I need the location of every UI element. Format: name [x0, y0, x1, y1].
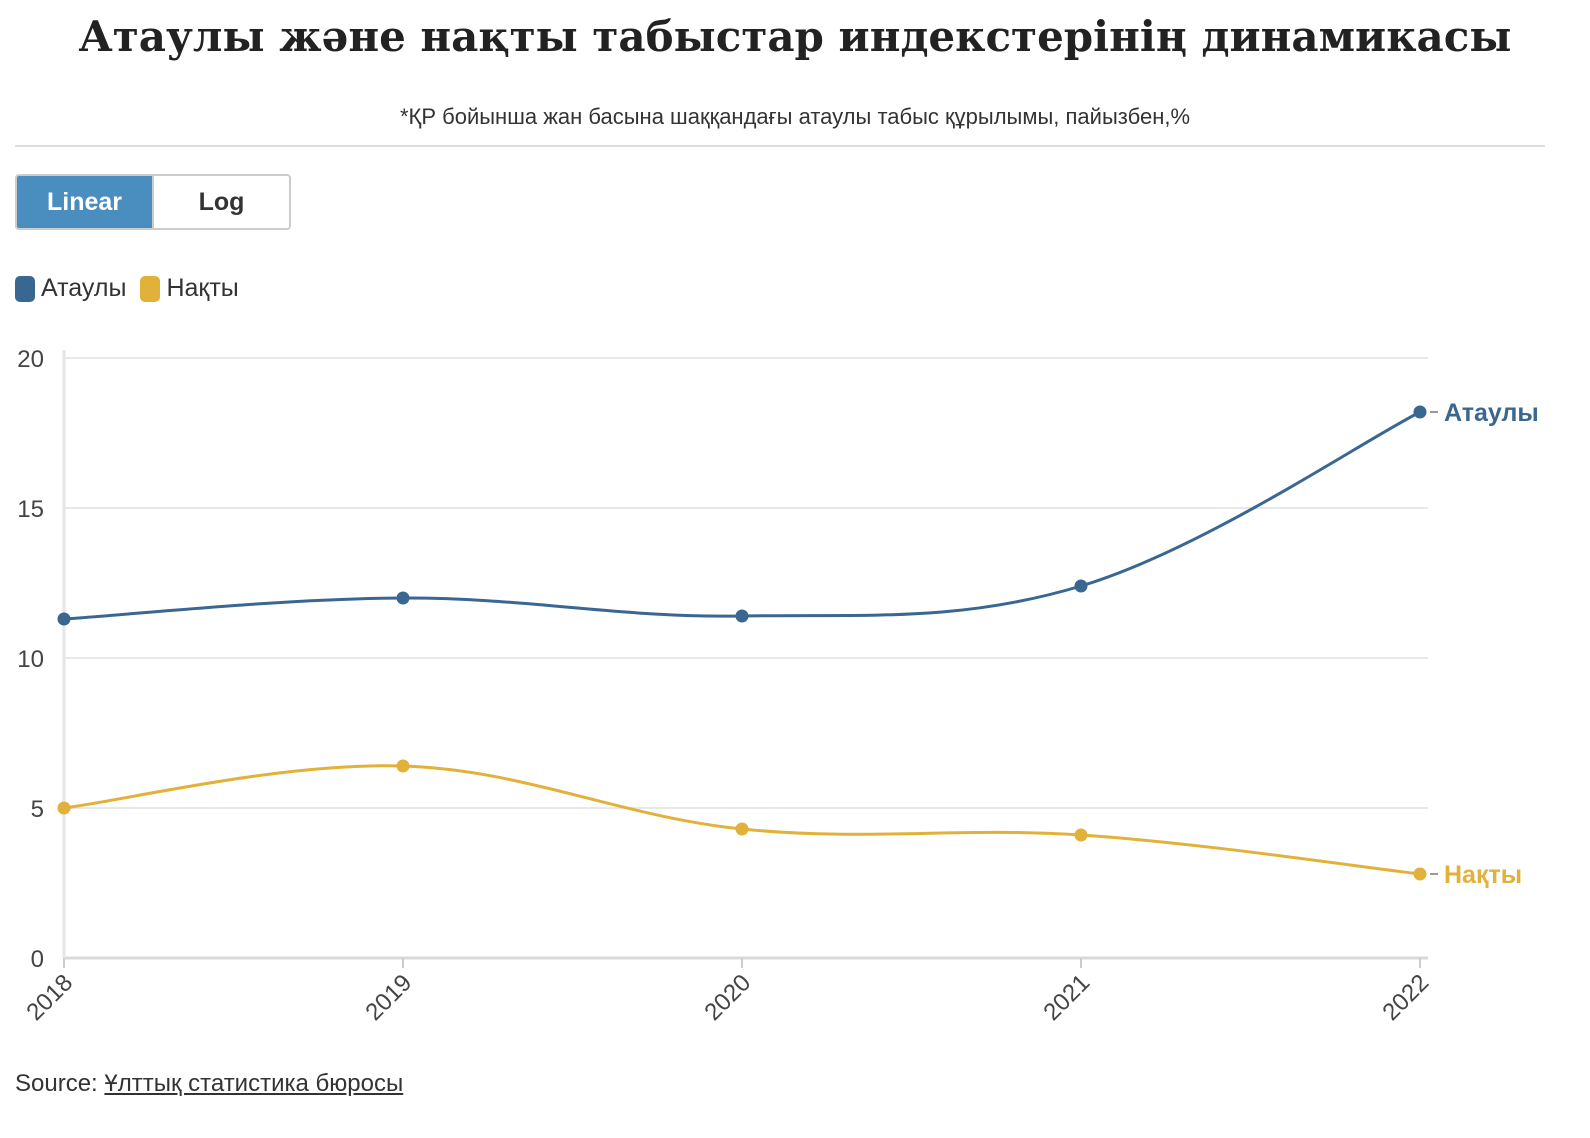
data-point-nakty	[735, 822, 749, 836]
data-point-nakty	[396, 759, 410, 773]
x-tick-label: 2019	[360, 969, 417, 1026]
x-tick-label: 2022	[1377, 969, 1434, 1026]
legend: Атаулы Нақты	[15, 274, 253, 303]
log-scale-button[interactable]: Log	[152, 176, 289, 228]
data-point-nakty	[57, 801, 71, 815]
chart-subtitle: *ҚР бойынша жан басына шаққандағы атаулы…	[399, 104, 1191, 129]
data-point-ataulу	[735, 609, 749, 623]
y-tick-label: 0	[31, 946, 44, 973]
y-tick-label: 10	[17, 646, 44, 673]
y-tick-label: 5	[31, 796, 44, 823]
x-tick-label: 2018	[21, 969, 78, 1026]
series-line-ataulу	[63, 410, 1421, 621]
y-tick-label: 15	[17, 496, 44, 523]
data-point-ataulу	[1074, 579, 1088, 593]
linear-scale-button[interactable]: Linear	[17, 176, 152, 228]
legend-label-nakty: Нақты	[166, 274, 239, 302]
end-label-nakty: Нақты	[1444, 861, 1522, 889]
chart-title: Атаулы және нақты табыстар индекстерінің…	[78, 12, 1512, 61]
data-point-ataulу	[396, 591, 410, 605]
source-prefix: Source:	[15, 1070, 105, 1097]
scale-toggle: Linear Log	[15, 174, 291, 230]
data-point-nakty	[1074, 828, 1088, 842]
legend-item-ataulу[interactable]: Атаулы	[15, 274, 126, 303]
data-point-nakty	[1413, 867, 1427, 881]
legend-swatch-ataulу	[15, 275, 35, 302]
y-tick-label: 20	[17, 346, 44, 373]
legend-swatch-nakty	[140, 275, 161, 302]
legend-item-nakty[interactable]: Нақты	[140, 274, 239, 303]
data-point-ataulу	[1413, 405, 1427, 419]
x-tick-label: 2020	[699, 969, 756, 1026]
end-label-ataulу: Атаулы	[1444, 399, 1539, 427]
legend-label-ataulу: Атаулы	[41, 274, 127, 302]
series-line-nakty	[63, 764, 1421, 876]
data-point-ataulу	[57, 612, 71, 626]
source-note: Source: Ұлттық статистика бюросы	[15, 1070, 403, 1098]
header-divider	[15, 145, 1545, 147]
source-link[interactable]: Ұлттық статистика бюросы	[104, 1070, 404, 1097]
x-tick-label: 2021	[1038, 969, 1095, 1026]
